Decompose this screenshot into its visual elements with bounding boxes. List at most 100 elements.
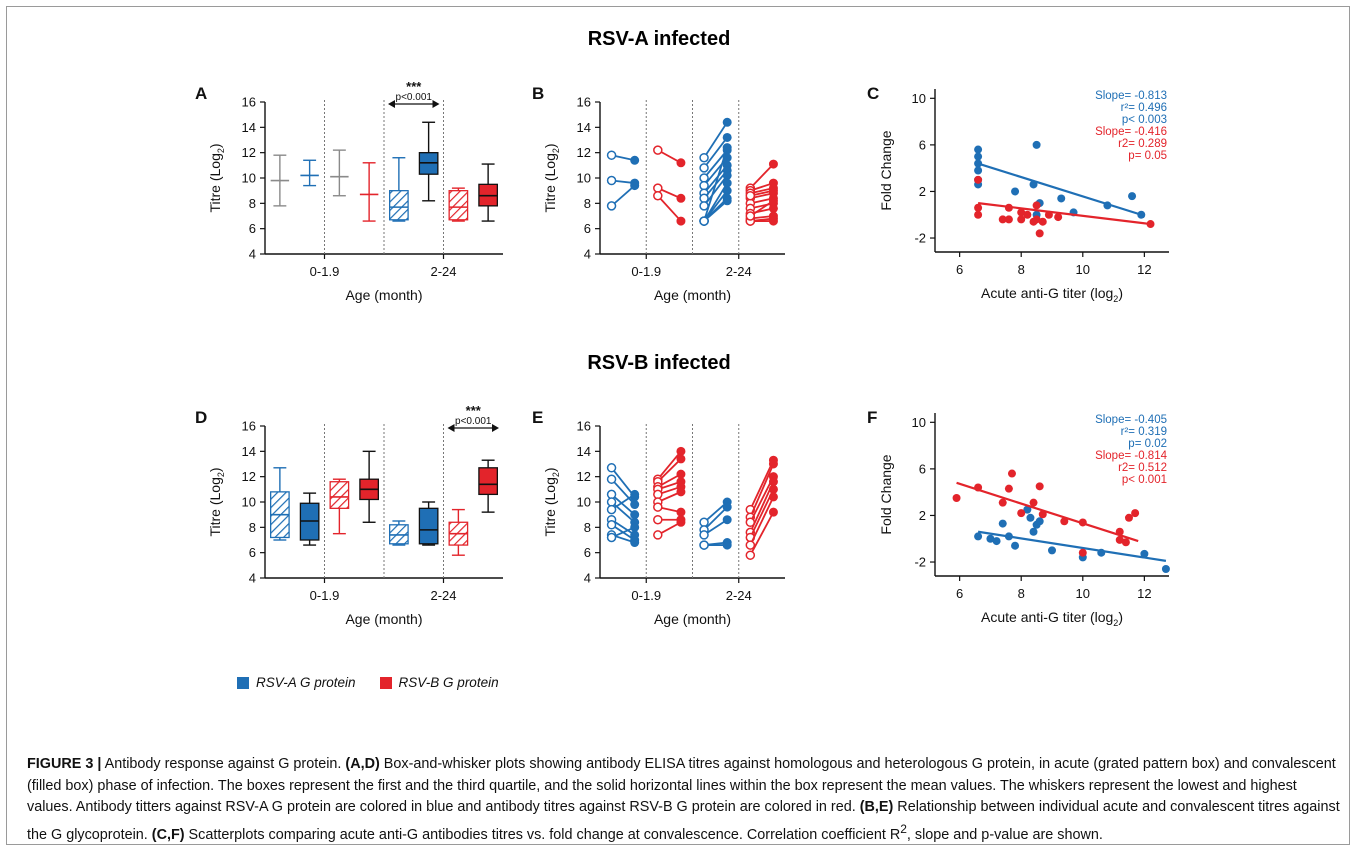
paired-series-blue: [606, 150, 640, 211]
x-tick-label: 0-1.9: [631, 588, 661, 603]
convalescent-point: [722, 143, 732, 153]
x-tick-label: 6: [956, 262, 963, 277]
convalescent-point: [676, 158, 686, 168]
scatter-point: [1026, 513, 1035, 522]
scatter-point: [1011, 187, 1020, 196]
caption-text-ad: Box-and-whisker plots showing antibody E…: [27, 756, 1336, 815]
arrow-head-left: [388, 100, 395, 108]
convalescent-point: [722, 196, 732, 206]
scatter-point: [1017, 208, 1026, 217]
acute-point: [699, 517, 709, 528]
box-body: [418, 507, 439, 545]
convalescent-point: [676, 454, 686, 464]
box-rsv-a-acute: [389, 520, 409, 546]
pair-line: [749, 476, 775, 523]
acute-point: [699, 530, 709, 540]
pair-line: [703, 200, 728, 222]
acute-point: [606, 175, 617, 186]
acute-point: [606, 463, 617, 473]
scatter-series-red: [952, 469, 1140, 557]
pair-line: [610, 501, 636, 523]
x-axis-label: Age (month): [345, 287, 422, 303]
convalescent-point: [722, 502, 732, 512]
acute-point: [606, 474, 617, 484]
scatter-point: [1038, 510, 1047, 519]
panel-label: A: [195, 84, 207, 103]
caption-text-be: Relationship between individual acute an…: [27, 799, 1340, 843]
convalescent-point: [768, 196, 778, 206]
significance-p: p<0.001: [455, 416, 492, 427]
x-tick-label: 2-24: [430, 264, 456, 279]
scatter-point: [1038, 217, 1047, 226]
paired-series-red: [653, 145, 686, 226]
stats-red-line: p= 0.05: [1128, 150, 1167, 162]
caption-sup: 2: [900, 821, 907, 836]
stats-red-line: p< 0.001: [1122, 474, 1167, 486]
caption-text-end: , slope and p-value are shown.: [906, 826, 1103, 843]
scatter-point: [1121, 538, 1130, 547]
convalescent-point: [768, 159, 778, 169]
convalescent-point: [722, 515, 732, 525]
convalescent-point: [676, 507, 686, 517]
scatter-series-red: [974, 175, 1155, 238]
panel-f: F -2 2 6 10 6 8 10 12 Fold Change Acute anti-G tit…: [867, 408, 1170, 628]
panel-c: C -2 2 6 10 6 8 10 12 Fold Change Acute anti-G tit…: [867, 84, 1169, 304]
arrow-head-right: [492, 424, 499, 432]
arrow-head-right: [432, 100, 440, 108]
y-tick-label: 10: [577, 171, 591, 186]
scatter-point: [974, 145, 983, 154]
significance-stars: ***: [406, 79, 422, 94]
scatter-point: [1029, 498, 1038, 507]
panel-e: E 4 6 8 10 12 14 16 Titre (Log2) 0-1.9 2-24 Age (mo…: [532, 408, 785, 627]
section-title-rsv-b: RSV-B infected: [587, 352, 730, 374]
pair-line: [703, 121, 728, 159]
y-axis-label: Titre (Log2): [542, 467, 561, 536]
convalescent-point: [722, 540, 732, 550]
box-rsv-a-convalescent: [418, 501, 439, 546]
fit-line: [977, 202, 1151, 226]
pair-line: [749, 459, 775, 510]
x-tick-label: 10: [1076, 262, 1090, 277]
significance-annotation: ***p<0.001: [388, 79, 440, 108]
x-axis-label: Acute anti-G titer (log2): [981, 285, 1123, 304]
y-tick-label: 8: [584, 520, 591, 535]
pair-line: [749, 163, 775, 189]
convalescent-point: [768, 203, 778, 213]
stats-blue-line: r²= 0.319: [1121, 426, 1167, 438]
x-tick-label: 8: [1018, 586, 1025, 601]
y-tick-label: 14: [577, 444, 591, 459]
convalescent-point: [630, 510, 640, 520]
legend: RSV-A G protein RSV-B G protein: [237, 675, 515, 690]
convalescent-point: [768, 186, 778, 196]
convalescent-point: [676, 469, 686, 479]
scatter-point: [986, 534, 995, 543]
box-rsv-b-acute: [330, 149, 349, 197]
acute-point: [653, 145, 663, 155]
pair-line: [703, 147, 729, 222]
y-tick-label: 12: [577, 145, 591, 160]
x-axis-label: Age (month): [654, 611, 731, 627]
x-tick-label: 8: [1018, 262, 1025, 277]
convalescent-point: [768, 484, 778, 494]
acute-point: [699, 201, 709, 211]
scatter-point: [1131, 509, 1140, 518]
box-rsv-a-convalescent: [299, 492, 320, 546]
pair-line: [610, 184, 636, 207]
acute-point: [745, 190, 756, 201]
scatter-point: [1007, 469, 1016, 478]
convalescent-point: [768, 507, 778, 517]
scatter-point: [1017, 215, 1026, 224]
scatter-point: [1057, 194, 1066, 203]
paired-series-blue: [699, 117, 732, 226]
y-tick-label: 10: [242, 171, 256, 186]
acute-point: [653, 183, 663, 193]
box-rsv-a-acute: [389, 157, 409, 222]
y-tick-label: 6: [584, 221, 591, 236]
panel-a: A 4 6 8 10 12 14 16 Titre (Log2) 0-1.9 2-24 Age (mo…: [195, 79, 503, 303]
x-axis-label: Age (month): [345, 611, 422, 627]
y-axis-label: Fold Change: [878, 454, 894, 534]
box-rsv-b-convalescent: [359, 450, 379, 523]
box-rsv-b-convalescent: [359, 162, 379, 222]
acute-point: [606, 489, 617, 500]
